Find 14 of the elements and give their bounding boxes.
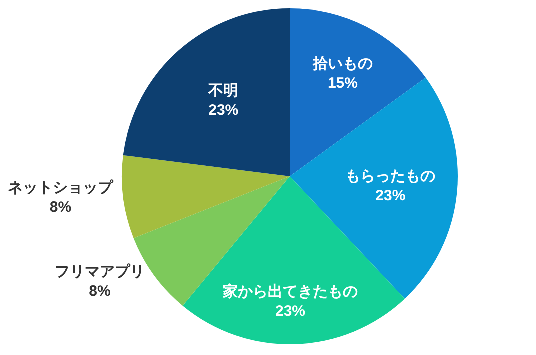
slice-label: 家から出てきたもの xyxy=(222,282,358,300)
pie-slice xyxy=(122,155,290,238)
data-label: 8% xyxy=(50,199,72,216)
slice-label: ネットショップ xyxy=(8,180,114,197)
slice-label: 不明 xyxy=(208,82,239,100)
data-label: 23% xyxy=(376,187,406,204)
slice-label: 拾いもの xyxy=(312,55,373,72)
data-label: 23% xyxy=(275,302,306,320)
slice-label: もらったもの xyxy=(346,168,436,185)
data-label: 8% xyxy=(89,282,111,300)
data-label: 23% xyxy=(208,102,239,119)
data-label: 15% xyxy=(328,74,358,92)
pie-slice xyxy=(123,8,290,176)
slice-label: フリマアプリ xyxy=(54,263,145,280)
